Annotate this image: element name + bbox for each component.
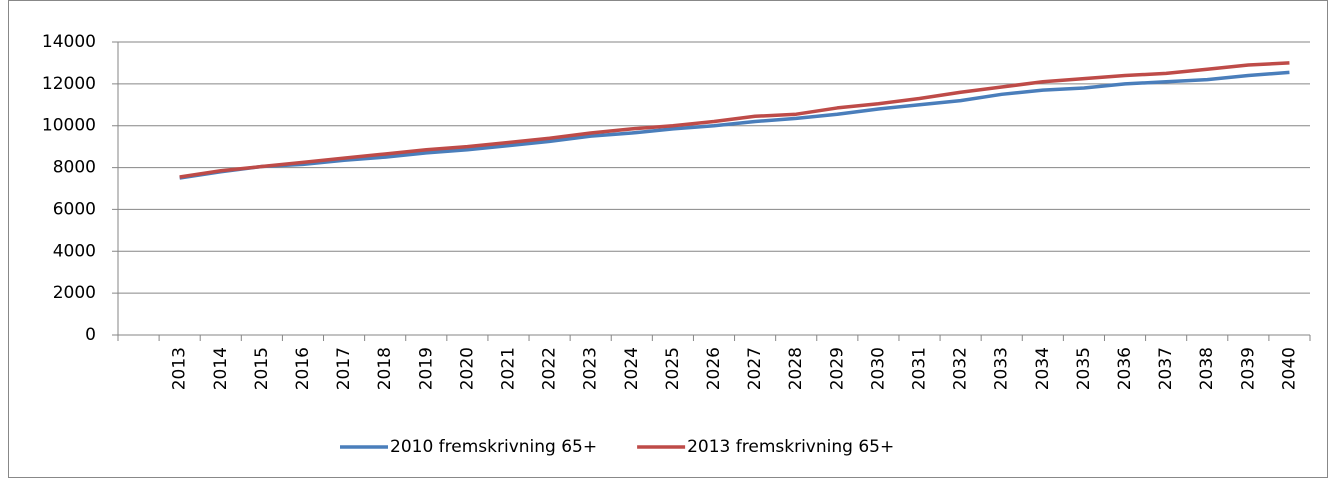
x-tick-label: 2020	[457, 347, 477, 390]
legend-label: 2010 fremskrivning 65+	[390, 437, 597, 457]
x-tick-label: 2035	[1074, 347, 1094, 390]
x-tick-label: 2036	[1115, 347, 1135, 390]
x-tick-label: 2027	[745, 347, 765, 390]
x-tick-label: 2025	[663, 347, 683, 390]
x-tick-label: 2026	[704, 347, 724, 390]
x-tick-label: 2017	[334, 347, 354, 390]
x-tick-label: 2032	[951, 347, 971, 390]
x-tick-label: 2033	[992, 347, 1012, 390]
x-tick-label: 2021	[498, 347, 518, 390]
y-tick-label: 12000	[42, 74, 96, 94]
x-tick-label: 2040	[1279, 347, 1299, 390]
x-tick-label: 2016	[293, 347, 313, 390]
y-tick-label: 2000	[53, 283, 96, 303]
x-tick-label: 2039	[1238, 347, 1258, 390]
y-tick-label: 6000	[53, 199, 96, 219]
series-line	[179, 61, 1290, 179]
x-tick-label: 2014	[211, 347, 231, 390]
x-tick-label: 2030	[868, 347, 888, 390]
y-tick-label: 8000	[53, 158, 96, 178]
x-tick-label: 2019	[416, 347, 436, 390]
y-tick-label: 10000	[42, 116, 96, 136]
x-tick-label: 2031	[910, 347, 930, 390]
x-tick-label: 2024	[622, 347, 642, 390]
legend-label: 2013 fremskrivning 65+	[687, 437, 894, 457]
y-tick-label: 0	[85, 325, 96, 345]
y-tick-label: 4000	[53, 241, 96, 261]
x-tick-label: 2038	[1197, 347, 1217, 390]
x-tick-label: 2037	[1156, 347, 1176, 390]
y-tick-label: 14000	[42, 32, 96, 52]
x-tick-label: 2018	[375, 347, 395, 390]
x-tick-label: 2029	[827, 347, 847, 390]
x-tick-label: 2015	[252, 347, 272, 390]
chart-border	[8, 0, 1328, 478]
x-tick-label: 2034	[1033, 347, 1053, 390]
x-tick-label: 2023	[581, 347, 601, 390]
series-line	[179, 70, 1290, 180]
x-tick-label: 2028	[786, 347, 806, 390]
x-tick-label: 2022	[540, 347, 560, 390]
x-tick-label: 2013	[170, 347, 190, 390]
